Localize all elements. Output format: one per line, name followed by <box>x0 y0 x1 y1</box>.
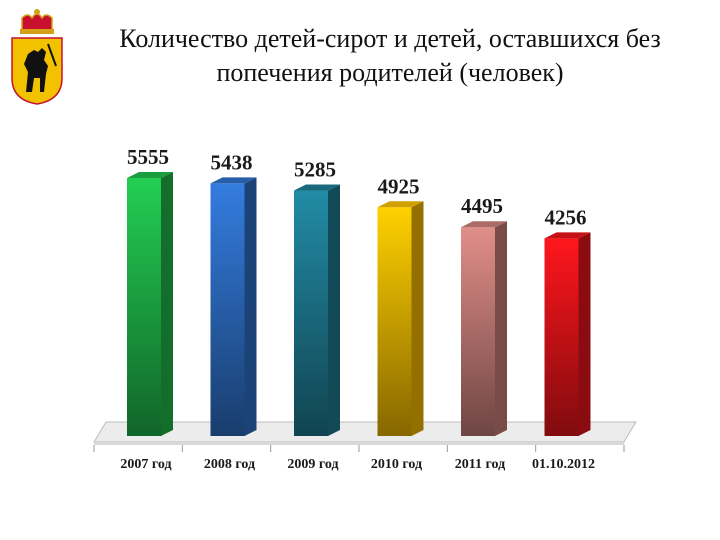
bar-3 <box>294 184 340 436</box>
bar-5 <box>461 221 507 436</box>
value-label-1: 5555 <box>127 145 169 169</box>
bar-2 <box>210 177 257 436</box>
category-label-5: 2011 год <box>455 457 505 472</box>
coat-of-arms-icon <box>11 9 63 105</box>
bar-1 <box>127 172 173 436</box>
category-label-6: 01.10.2012 <box>532 457 595 472</box>
value-label-2: 5438 <box>211 150 253 174</box>
category-label-2: 2008 год <box>204 457 255 472</box>
value-label-3: 5285 <box>294 158 336 182</box>
value-label-6: 4256 <box>545 205 587 229</box>
bar-6 <box>544 232 591 436</box>
category-label-4: 2010 год <box>371 457 422 472</box>
title-line-2: попечения родителей (человек) <box>216 58 564 87</box>
category-label-3: 2009 год <box>287 457 338 472</box>
value-label-4: 4925 <box>378 174 420 198</box>
bar-4 <box>377 201 424 436</box>
chart-floor-edge <box>94 442 624 445</box>
category-label-1: 2007 год <box>120 457 171 472</box>
value-label-5: 4495 <box>461 194 503 218</box>
title-line-1: Количество детей-сирот и детей, оставших… <box>119 24 661 53</box>
chart-title: Количество детей-сирот и детей, оставших… <box>80 22 700 90</box>
